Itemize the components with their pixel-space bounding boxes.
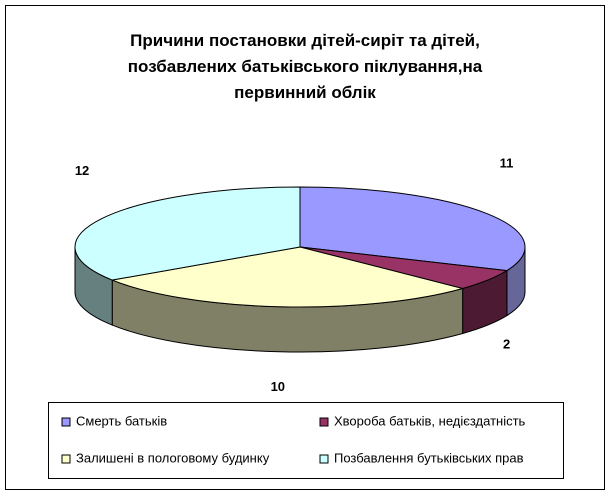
legend-label: Позбавлення бутьківських прав (334, 450, 524, 465)
legend-label: Хвороба батьків, недієздатність (334, 413, 526, 428)
legend-swatch (319, 454, 329, 464)
legend-swatch (61, 454, 71, 464)
legend-swatch (319, 417, 329, 427)
legend-box (48, 402, 564, 479)
data-label: 10 (271, 379, 285, 394)
legend-label: Залишені в пологовому будинку (76, 450, 270, 465)
legend-label: Смерть батьків (76, 413, 167, 428)
pie-slice (299, 186, 526, 272)
data-label: 11 (500, 156, 514, 171)
chart-title: Причини постановки дітей-сиріт та дітей,… (127, 31, 483, 102)
data-label: 12 (75, 163, 89, 178)
data-label: 2 (503, 336, 510, 351)
pie-slice (110, 246, 465, 308)
legend-swatch (61, 417, 71, 427)
pie-slice (74, 186, 301, 281)
